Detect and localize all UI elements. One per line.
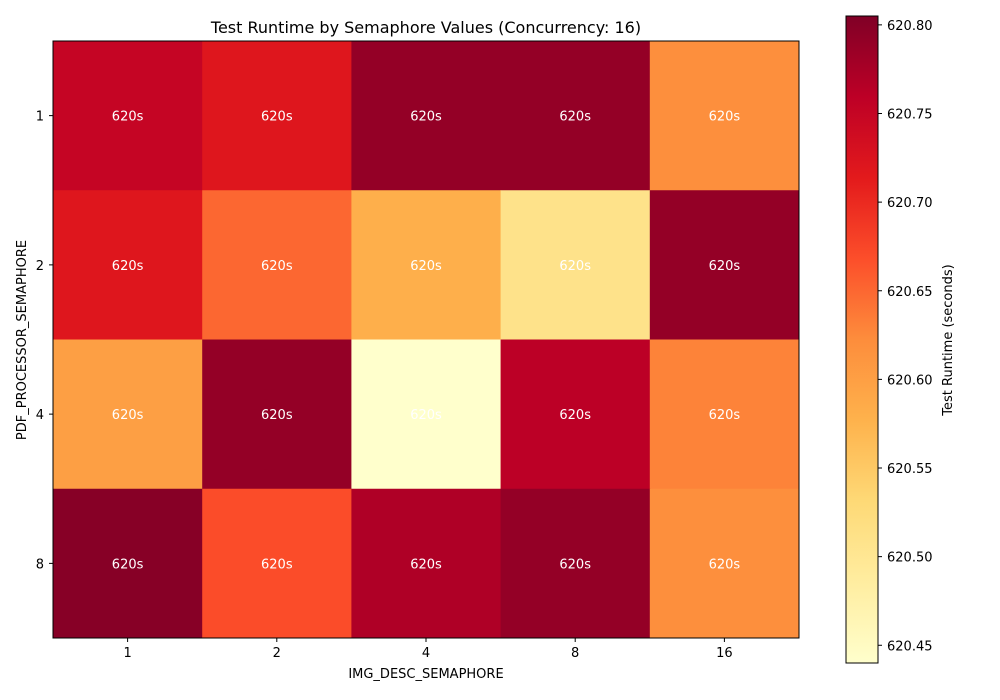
colorbar — [845, 15, 879, 664]
chart-title: Test Runtime by Semaphore Values (Concur… — [210, 18, 641, 37]
cell-value-label: 620s — [410, 408, 442, 423]
cell-value-label: 620s — [559, 259, 591, 274]
y-tick-label: 4 — [36, 408, 44, 423]
heatmap-cell — [202, 488, 352, 639]
x-tick-label: 8 — [571, 646, 579, 661]
heatmap-cell — [649, 339, 800, 490]
heatmap-cell — [53, 339, 203, 490]
cell-value-label: 620s — [261, 408, 293, 423]
colorbar-tick-label: 620.65 — [887, 285, 933, 300]
heatmap-cell — [500, 339, 651, 490]
cell-value-label: 620s — [559, 557, 591, 572]
heatmap-cell — [53, 41, 203, 191]
heatmap-cell — [53, 488, 203, 639]
heatmap-cell — [351, 488, 502, 639]
heatmap-cell — [649, 41, 800, 191]
heatmap-cell — [202, 339, 352, 490]
cell-value-label: 620s — [112, 110, 144, 125]
cell-value-label: 620s — [709, 557, 741, 572]
cell-value-label: 620s — [261, 557, 293, 572]
cell-value-label: 620s — [559, 110, 591, 125]
colorbar-tick-label: 620.80 — [887, 19, 933, 34]
cell-value-label: 620s — [261, 110, 293, 125]
cell-value-label: 620s — [410, 110, 442, 125]
colorbar-tick-label: 620.70 — [887, 196, 933, 211]
y-tick-label: 8 — [36, 557, 44, 572]
heatmap-cell — [351, 190, 502, 340]
x-axis-label: IMG_DESC_SEMAPHORE — [348, 667, 503, 682]
x-tick-label: 16 — [716, 646, 733, 661]
cell-value-label: 620s — [112, 259, 144, 274]
heatmap-cell — [500, 41, 651, 191]
colorbar-tick-label: 620.75 — [887, 107, 933, 122]
heatmap-cell — [500, 488, 651, 639]
cell-value-label: 620s — [709, 259, 741, 274]
cell-value-label: 620s — [112, 557, 144, 572]
heatmap-cell — [202, 190, 352, 340]
x-tick-label: 2 — [273, 646, 281, 661]
cell-value-label: 620s — [559, 408, 591, 423]
x-tick-label: 1 — [123, 646, 131, 661]
heatmap-cell — [500, 190, 651, 340]
colorbar-tick-label: 620.60 — [887, 373, 933, 388]
cell-value-label: 620s — [709, 110, 741, 125]
y-tick-label: 1 — [36, 110, 44, 125]
y-axis-label: PDF_PROCESSOR_SEMAPHORE — [15, 240, 30, 440]
y-tick-label: 2 — [36, 259, 44, 274]
heatmap-cell — [351, 41, 502, 191]
colorbar-tick-label: 620.45 — [887, 639, 933, 654]
heatmap-cell — [649, 190, 800, 340]
cell-value-label: 620s — [112, 408, 144, 423]
colorbar-label: Test Runtime (seconds) — [941, 264, 956, 416]
heatmap-cell — [53, 190, 203, 340]
x-tick-label: 4 — [422, 646, 430, 661]
y-axis-ticks: 1 2 4 8 — [36, 110, 53, 572]
heatmap-cell — [649, 488, 800, 639]
cell-value-label: 620s — [410, 557, 442, 572]
heatmap-cell — [202, 41, 352, 191]
x-axis-ticks: 1 2 4 8 16 — [123, 638, 733, 661]
cell-value-label: 620s — [410, 259, 442, 274]
heatmap-cell — [351, 339, 502, 490]
colorbar-tick-label: 620.50 — [887, 551, 933, 566]
colorbar-tick-label: 620.55 — [887, 462, 933, 477]
cell-value-label: 620s — [261, 259, 293, 274]
colorbar-ticks: 620.45 620.50 620.55 620.60 620.65 620.70 620.… — [878, 19, 933, 654]
heatmap-cells: 620s 620s 620s 620s 620s 620s 620s 620s 620s 620s… — [53, 41, 800, 639]
cell-value-label: 620s — [709, 408, 741, 423]
